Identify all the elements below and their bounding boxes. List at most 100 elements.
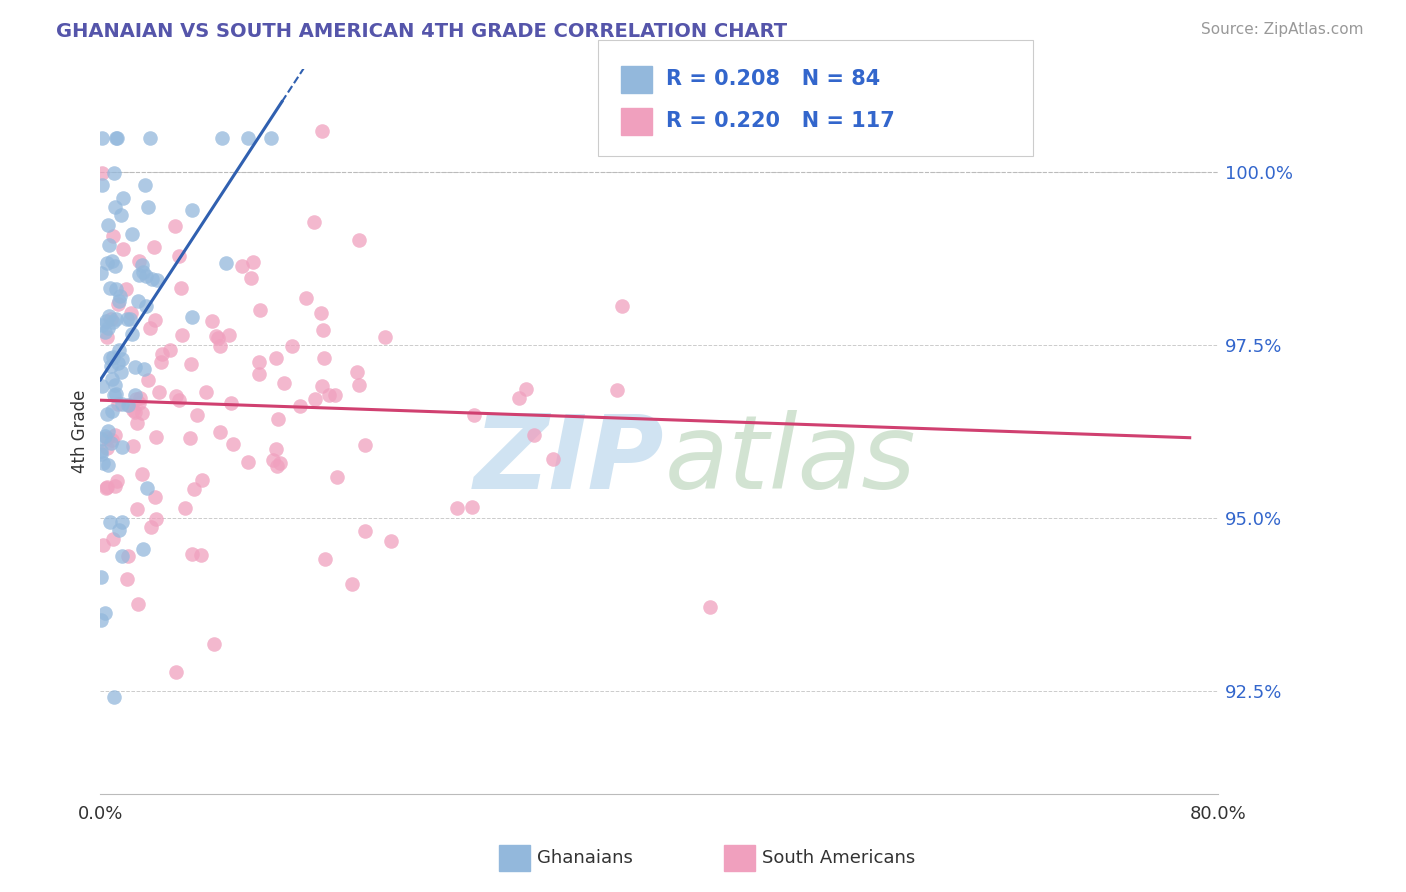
Point (523, 428, 546, 442)
Point (118, 312, 141, 326)
Point (150, 347, 173, 361)
Point (91, 539, 114, 553)
Point (354, 438, 377, 452)
Point (96, 431, 118, 445)
Point (129, 391, 152, 405)
Point (267, 412, 290, 426)
Point (108, 343, 131, 358)
Point (93, 456, 115, 470)
Point (183, 482, 205, 496)
Point (110, 365, 132, 379)
Point (90, 446, 112, 460)
Point (218, 328, 240, 343)
Point (115, 572, 138, 586)
Point (145, 272, 167, 286)
Point (96, 407, 118, 421)
Point (606, 384, 628, 398)
Point (215, 255, 238, 269)
Point (107, 356, 129, 370)
Point (323, 388, 346, 402)
Point (190, 549, 212, 563)
Point (105, 387, 128, 401)
Point (135, 481, 157, 495)
Point (104, 282, 127, 296)
Point (141, 271, 163, 285)
Point (318, 388, 340, 402)
Point (96, 441, 118, 455)
Point (124, 388, 146, 402)
Point (312, 351, 335, 365)
Point (110, 549, 132, 563)
Text: Source: ZipAtlas.com: Source: ZipAtlas.com (1201, 22, 1364, 37)
Point (101, 315, 124, 329)
Point (143, 491, 166, 505)
Point (103, 690, 125, 705)
Point (354, 524, 377, 538)
Text: GHANAIAN VS SOUTH AMERICAN 4TH GRADE CORRELATION CHART: GHANAIAN VS SOUTH AMERICAN 4TH GRADE COR… (56, 22, 787, 41)
Point (347, 378, 370, 392)
Point (311, 379, 333, 393)
Point (96, 330, 118, 344)
Point (238, 130, 260, 145)
Point (346, 365, 368, 379)
Point (108, 289, 131, 303)
Point (262, 453, 284, 467)
Text: ZIP: ZIP (474, 410, 665, 511)
Point (98, 309, 121, 323)
Point (141, 520, 163, 534)
Text: South Americans: South Americans (762, 849, 915, 867)
Point (98, 238, 121, 252)
Point (96, 480, 118, 494)
Point (101, 404, 124, 418)
Point (302, 215, 325, 229)
Point (340, 577, 363, 591)
Point (107, 397, 129, 411)
Point (124, 360, 146, 375)
Point (104, 479, 127, 493)
Point (107, 297, 129, 311)
Point (135, 268, 157, 283)
Point (143, 313, 166, 327)
Point (194, 385, 217, 400)
Point (347, 233, 370, 247)
Point (103, 387, 125, 401)
Point (128, 254, 150, 268)
Point (131, 406, 153, 420)
Point (132, 362, 155, 376)
Point (101, 434, 124, 448)
Point (131, 467, 153, 482)
Point (134, 178, 156, 192)
Point (136, 373, 159, 387)
Text: Ghanaians: Ghanaians (537, 849, 633, 867)
Point (149, 355, 172, 369)
Point (117, 399, 139, 413)
Point (110, 396, 132, 410)
Text: R = 0.220   N = 117: R = 0.220 N = 117 (666, 112, 896, 131)
Point (98, 515, 121, 529)
Point (242, 255, 264, 269)
Point (117, 549, 139, 564)
Point (120, 306, 142, 320)
Point (90, 318, 112, 332)
Point (93, 429, 115, 443)
Point (273, 376, 295, 391)
Point (105, 312, 128, 326)
Point (159, 343, 181, 358)
Point (125, 501, 148, 516)
Point (145, 430, 167, 444)
Point (97, 458, 120, 472)
Point (90, 613, 112, 627)
Point (165, 219, 187, 234)
Point (93, 325, 115, 339)
Point (112, 243, 135, 257)
Point (97, 424, 120, 438)
Point (132, 265, 155, 279)
Point (90, 444, 112, 458)
Point (96, 256, 118, 270)
Point (101, 372, 124, 386)
Point (264, 442, 287, 456)
Point (98, 351, 121, 365)
Point (90, 432, 112, 446)
Point (167, 393, 190, 408)
Point (280, 339, 302, 353)
